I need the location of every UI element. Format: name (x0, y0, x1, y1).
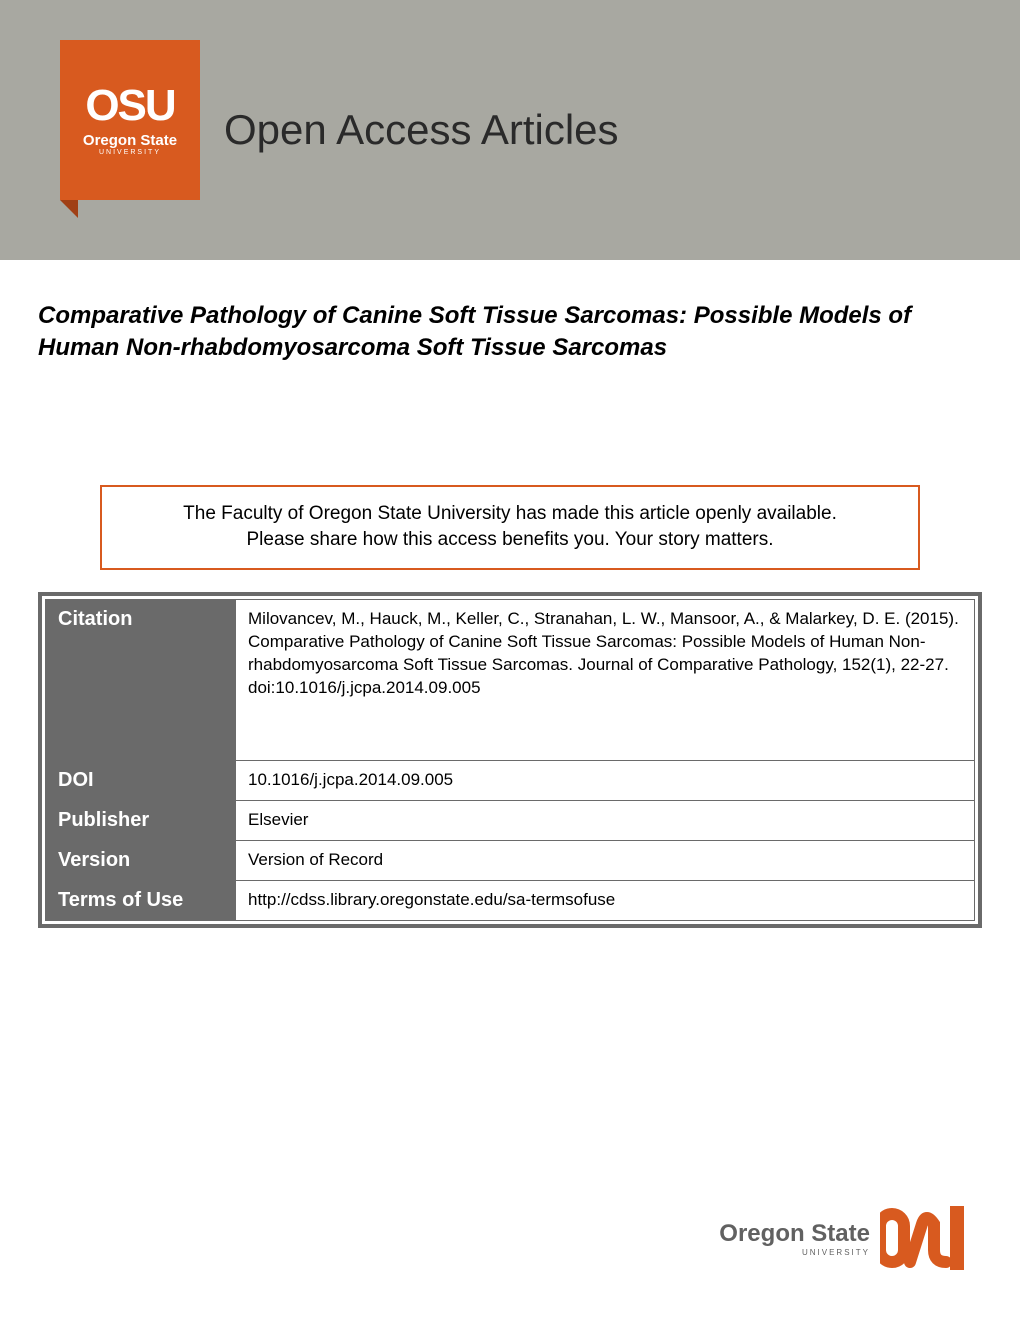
version-label: Version (46, 840, 236, 880)
table-row: Publisher Elsevier (46, 800, 975, 840)
logo-text-main: OSU (85, 84, 174, 128)
header-banner: OSU Oregon State UNIVERSITY Open Access … (0, 0, 1020, 260)
table-row: Terms of Use http://cdss.library.oregons… (46, 880, 975, 920)
notice-line-1: The Faculty of Oregon State University h… (128, 501, 892, 528)
doi-value: 10.1016/j.jcpa.2014.09.005 (236, 760, 975, 800)
citation-value: Milovancev, M., Hauck, M., Keller, C., S… (236, 599, 975, 760)
publisher-label: Publisher (46, 800, 236, 840)
osu-logo-bottom: Oregon State UNIVERSITY (719, 1206, 970, 1270)
logo-text-mini: UNIVERSITY (99, 149, 161, 156)
article-title: Comparative Pathology of Canine Soft Tis… (0, 260, 1020, 385)
footer-text-sub: UNIVERSITY (719, 1248, 870, 1257)
doi-label: DOI (46, 760, 236, 800)
citation-label: Citation (46, 599, 236, 760)
table-row: DOI 10.1016/j.jcpa.2014.09.005 (46, 760, 975, 800)
footer-logo-icon (880, 1206, 970, 1270)
metadata-table: Citation Milovancev, M., Hauck, M., Kell… (38, 592, 982, 928)
osu-logo-top: OSU Oregon State UNIVERSITY (60, 40, 200, 200)
table-row: Citation Milovancev, M., Hauck, M., Kell… (46, 599, 975, 760)
table-row: Version Version of Record (46, 840, 975, 880)
publisher-value: Elsevier (236, 800, 975, 840)
footer-text-main: Oregon State (719, 1220, 870, 1248)
footer-text: Oregon State UNIVERSITY (719, 1220, 870, 1257)
version-value: Version of Record (236, 840, 975, 880)
logo-text-sub: Oregon State (83, 132, 177, 149)
notice-box: The Faculty of Oregon State University h… (100, 485, 920, 570)
terms-label: Terms of Use (46, 880, 236, 920)
banner-title: Open Access Articles (224, 106, 619, 154)
terms-value: http://cdss.library.oregonstate.edu/sa-t… (236, 880, 975, 920)
notice-line-2: Please share how this access benefits yo… (128, 527, 892, 554)
